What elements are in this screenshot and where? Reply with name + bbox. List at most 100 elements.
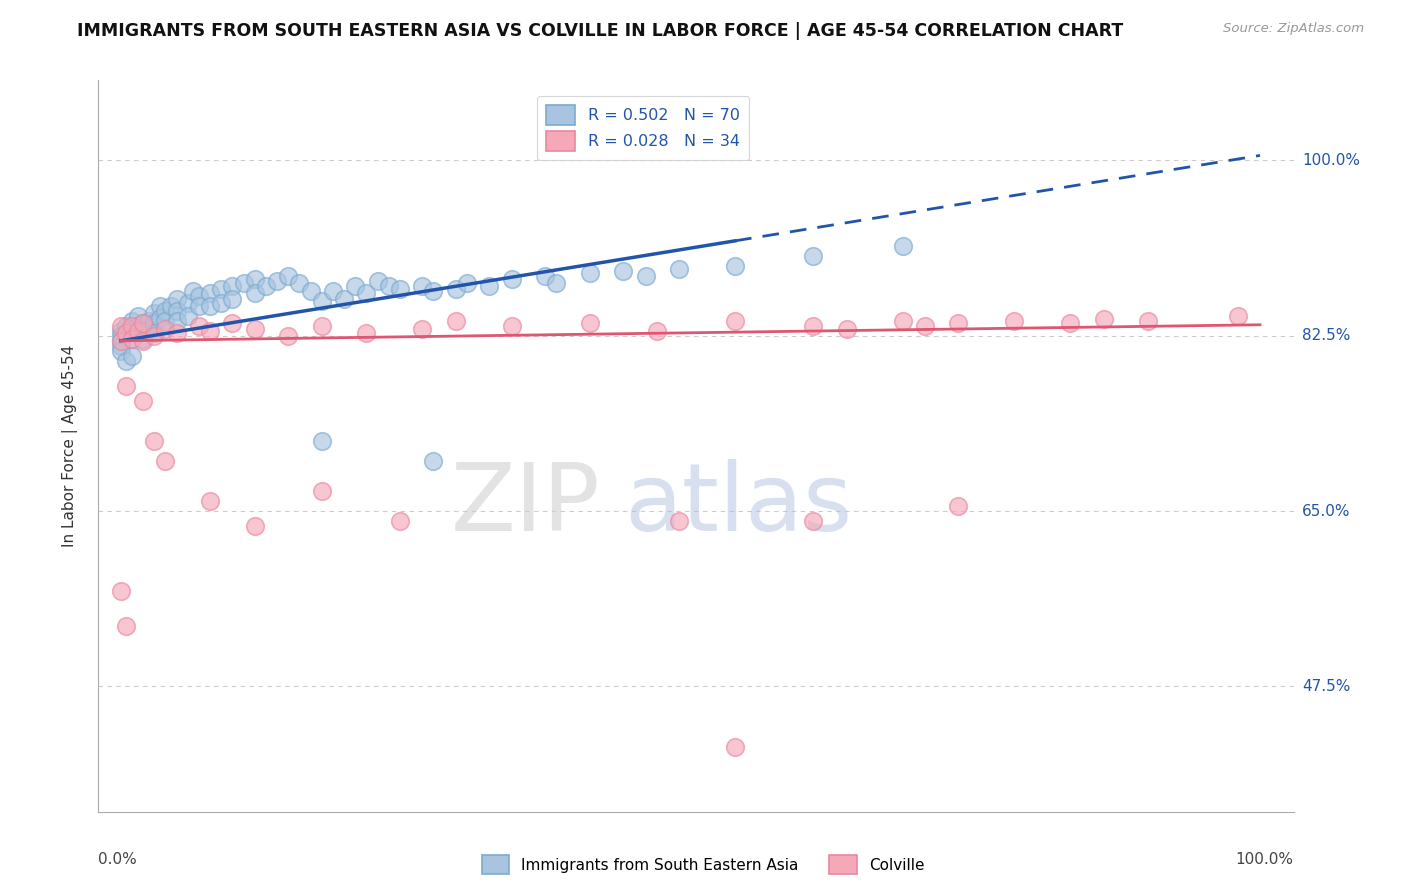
Point xyxy=(110,324,132,338)
Point xyxy=(221,278,243,293)
Point xyxy=(115,326,138,340)
Point xyxy=(612,263,634,277)
Point xyxy=(1002,314,1025,328)
Point xyxy=(668,514,690,528)
Point xyxy=(724,739,747,754)
Point xyxy=(132,332,155,346)
Point xyxy=(149,299,172,313)
Point xyxy=(344,278,367,293)
Point xyxy=(891,238,914,252)
Point xyxy=(110,334,132,348)
Point xyxy=(444,314,467,328)
Text: atlas: atlas xyxy=(624,458,852,550)
Point xyxy=(110,334,132,348)
Point xyxy=(1059,316,1081,330)
Text: 65.0%: 65.0% xyxy=(1302,504,1350,518)
Point xyxy=(322,284,344,298)
Point xyxy=(948,316,970,330)
Point xyxy=(121,332,143,346)
Point xyxy=(183,284,205,298)
Point xyxy=(143,316,166,330)
Point xyxy=(221,292,243,306)
Point xyxy=(160,299,183,313)
Point xyxy=(444,282,467,296)
Point xyxy=(115,354,138,368)
Point xyxy=(668,261,690,276)
Point xyxy=(579,316,602,330)
Point xyxy=(367,274,389,288)
Point xyxy=(299,284,322,298)
Point xyxy=(143,306,166,320)
Point xyxy=(166,292,188,306)
Point xyxy=(411,322,433,336)
Point xyxy=(121,349,143,363)
Point xyxy=(155,314,177,328)
Point xyxy=(155,303,177,318)
Point xyxy=(198,494,221,508)
Point xyxy=(110,318,132,333)
Point xyxy=(456,276,478,290)
Point xyxy=(121,314,143,328)
Point xyxy=(801,249,824,263)
Text: Source: ZipAtlas.com: Source: ZipAtlas.com xyxy=(1223,22,1364,36)
Point xyxy=(634,268,657,283)
Point xyxy=(478,278,501,293)
Point xyxy=(1092,311,1115,326)
Point xyxy=(422,454,444,468)
Point xyxy=(166,326,188,340)
Point xyxy=(198,324,221,338)
Point xyxy=(132,316,155,330)
Point xyxy=(333,292,356,306)
Point xyxy=(232,276,254,290)
Y-axis label: In Labor Force | Age 45-54: In Labor Force | Age 45-54 xyxy=(62,345,77,547)
Point xyxy=(243,519,266,533)
Legend: Immigrants from South Eastern Asia, Colville: Immigrants from South Eastern Asia, Colv… xyxy=(475,849,931,880)
Point xyxy=(110,584,132,599)
Point xyxy=(177,295,200,310)
Point xyxy=(209,282,232,296)
Point xyxy=(143,434,166,448)
Point xyxy=(110,343,132,358)
Text: IMMIGRANTS FROM SOUTH EASTERN ASIA VS COLVILLE IN LABOR FORCE | AGE 45-54 CORREL: IMMIGRANTS FROM SOUTH EASTERN ASIA VS CO… xyxy=(77,22,1123,40)
Point xyxy=(311,318,333,333)
Text: 82.5%: 82.5% xyxy=(1302,328,1350,343)
Text: 47.5%: 47.5% xyxy=(1302,679,1350,694)
Point xyxy=(378,278,401,293)
Point xyxy=(243,322,266,336)
Point xyxy=(891,314,914,328)
Point xyxy=(356,326,378,340)
Point xyxy=(138,314,160,328)
Text: 100.0%: 100.0% xyxy=(1302,153,1360,168)
Point xyxy=(501,318,523,333)
Point xyxy=(243,285,266,300)
Point xyxy=(115,619,138,633)
Point xyxy=(801,318,824,333)
Point xyxy=(1137,314,1160,328)
Point xyxy=(534,268,557,283)
Point xyxy=(138,322,160,336)
Point xyxy=(948,499,970,513)
Point xyxy=(132,334,155,348)
Point xyxy=(266,274,288,288)
Point xyxy=(110,339,132,353)
Point xyxy=(388,282,411,296)
Point xyxy=(110,328,132,343)
Point xyxy=(288,276,311,290)
Text: 100.0%: 100.0% xyxy=(1236,852,1294,867)
Point xyxy=(121,318,143,333)
Point xyxy=(209,295,232,310)
Point xyxy=(198,299,221,313)
Point xyxy=(724,259,747,273)
Point xyxy=(311,293,333,308)
Point xyxy=(143,328,166,343)
Point xyxy=(132,316,155,330)
Point xyxy=(254,278,277,293)
Point xyxy=(127,318,149,333)
Point xyxy=(177,309,200,323)
Point xyxy=(187,289,209,303)
Point xyxy=(311,484,333,499)
Point xyxy=(277,268,299,283)
Point xyxy=(411,278,433,293)
Point xyxy=(501,271,523,285)
Point xyxy=(388,514,411,528)
